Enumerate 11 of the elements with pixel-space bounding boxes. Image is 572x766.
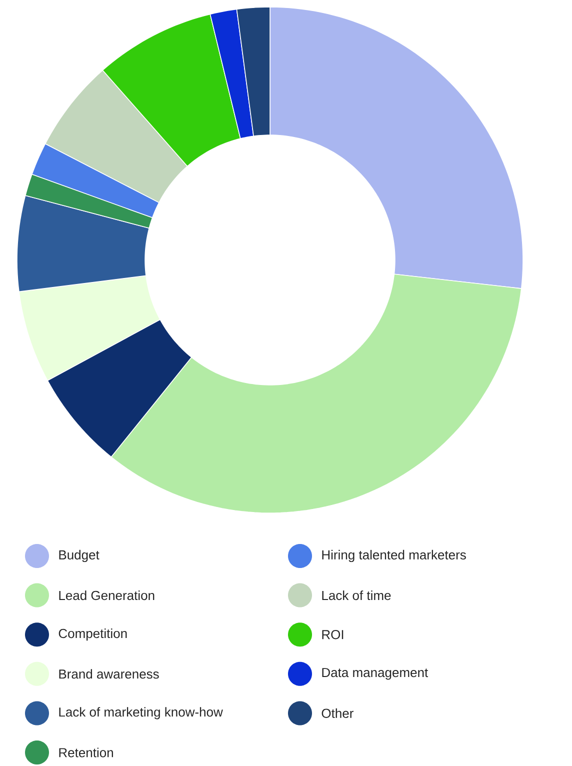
legend-label: Other — [322, 708, 354, 718]
legend-label: Competition — [58, 628, 127, 641]
legend-label: Lead Generation — [59, 590, 154, 600]
legend-label: Budget — [59, 550, 100, 562]
legend-label: Lack of marketing know-how — [59, 707, 223, 720]
legend-label: Lack of time — [322, 590, 391, 600]
legend-label: Data management — [322, 668, 428, 680]
legend-label: Retention — [59, 748, 113, 758]
legend-label: Brand awareness — [59, 669, 159, 679]
legend-label: ROI — [322, 630, 344, 640]
legend-label: Hiring talented marketers — [322, 550, 466, 562]
